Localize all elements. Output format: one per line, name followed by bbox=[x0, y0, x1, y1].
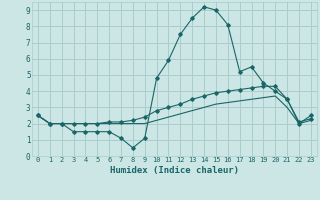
X-axis label: Humidex (Indice chaleur): Humidex (Indice chaleur) bbox=[110, 166, 239, 175]
